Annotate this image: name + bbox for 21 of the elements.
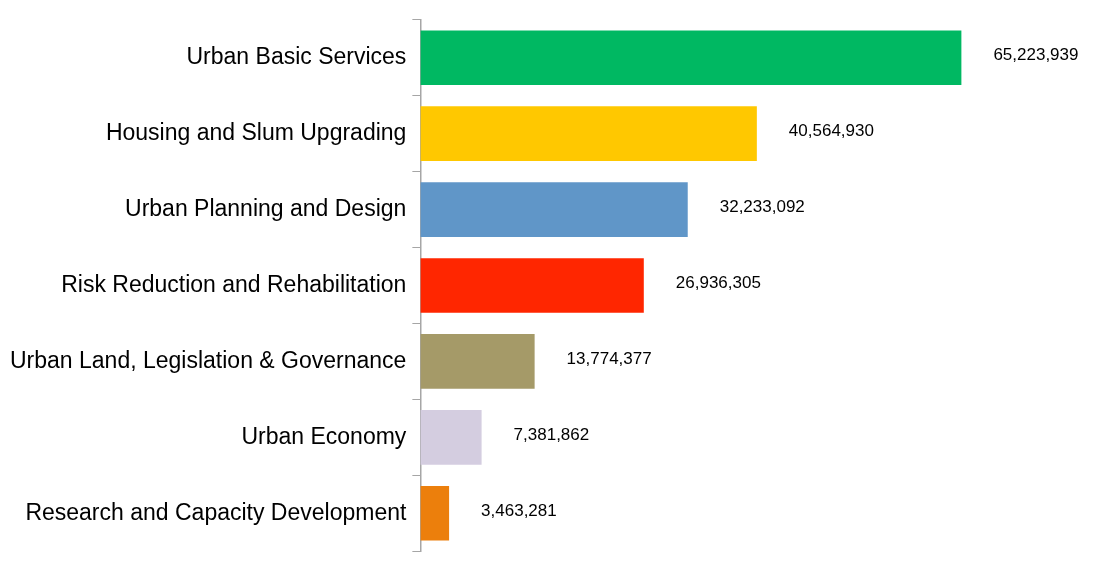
data-label: 65,223,939 <box>993 45 1079 65</box>
bar <box>420 258 644 313</box>
data-label: 26,936,305 <box>675 273 761 293</box>
y-tick-label: Urban Economy <box>241 422 407 449</box>
bar <box>420 410 482 465</box>
bar <box>420 334 535 389</box>
bar <box>420 485 450 541</box>
data-label: 40,564,930 <box>788 121 874 141</box>
y-tick-label: Risk Reduction and Rehabilitation <box>61 270 407 297</box>
data-label: 32,233,092 <box>719 197 805 217</box>
bar <box>420 106 757 161</box>
y-tick-label: Urban Planning and Design <box>125 194 407 221</box>
y-tick-label: Urban Land, Legislation & Governance <box>9 346 407 373</box>
bar <box>420 30 962 86</box>
data-label: 7,381,862 <box>513 425 590 445</box>
y-tick-label: Research and Capacity Development <box>25 498 407 525</box>
y-tick-label: Urban Basic Services <box>186 43 407 70</box>
y-tick-label: Housing and Slum Upgrading <box>105 119 407 146</box>
bar <box>420 182 688 237</box>
data-label: 13,774,377 <box>566 349 652 369</box>
data-label: 3,463,281 <box>481 500 557 520</box>
